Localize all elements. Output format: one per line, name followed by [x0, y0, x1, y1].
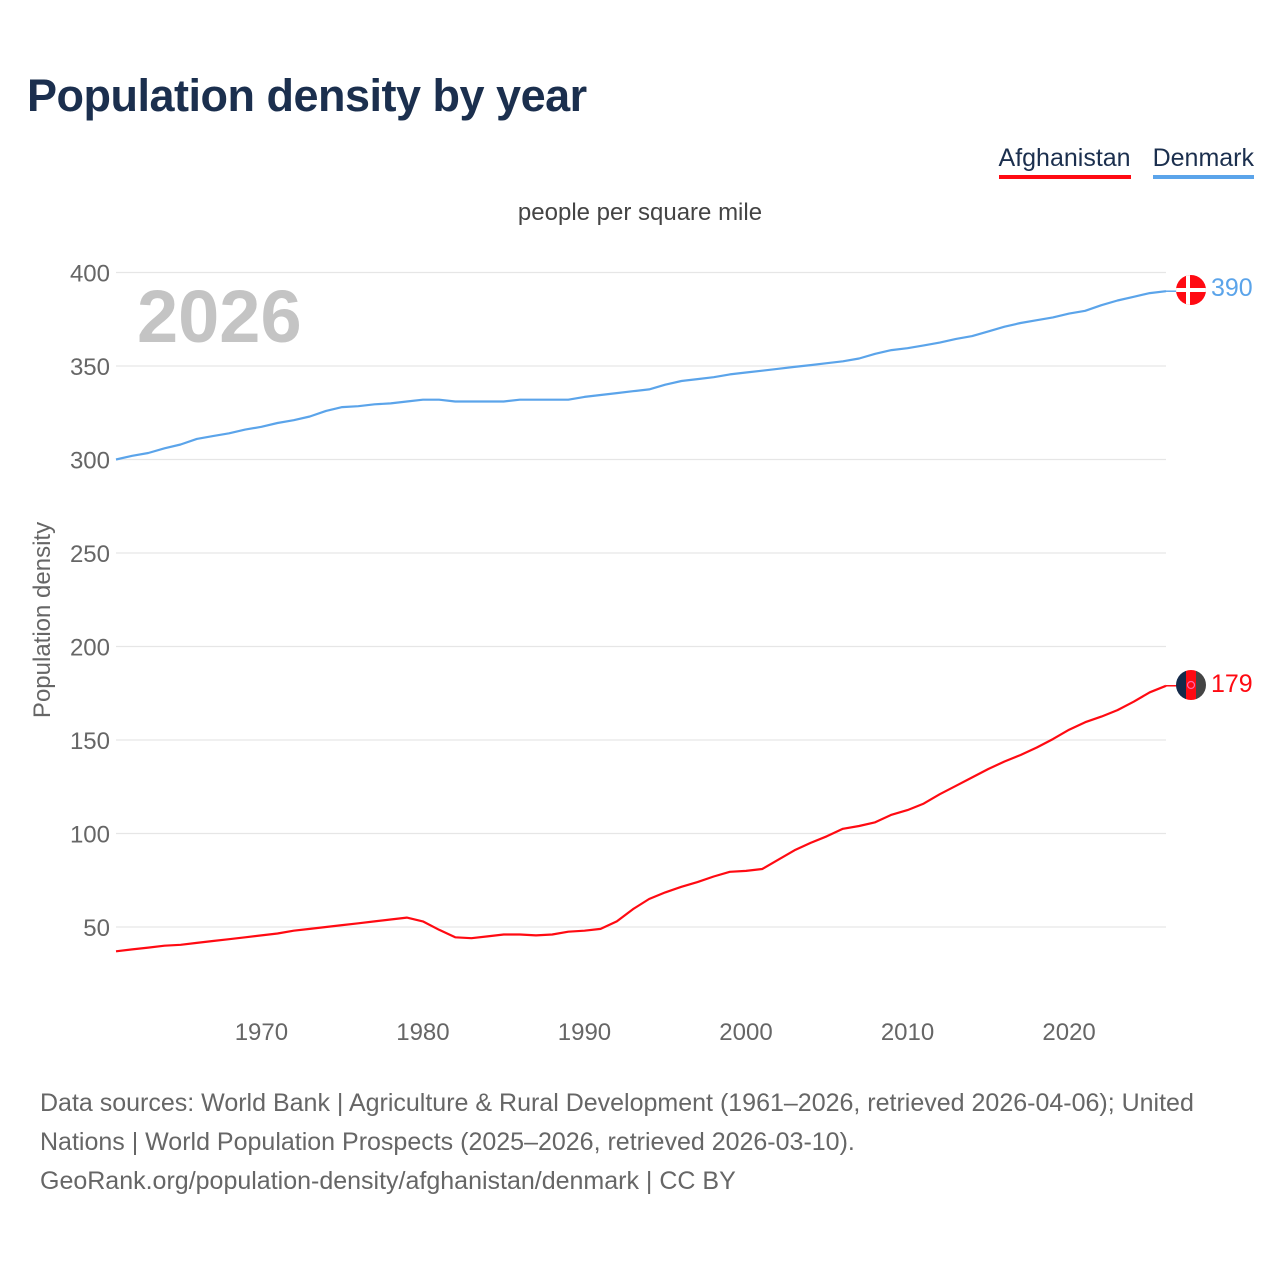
y-tick-label: 200: [70, 635, 110, 662]
legend: Afghanistan Denmark: [998, 144, 1254, 179]
line-chart: people per square mile Population densit…: [29, 199, 1253, 1046]
x-tick-label: 2000: [719, 1019, 772, 1046]
y-axis-ticks: 50 100 150 200 250 300 350 400: [70, 261, 110, 943]
chart-subtitle: people per square mile: [518, 199, 762, 226]
y-tick-label: 350: [70, 354, 110, 381]
legend-item-afghanistan[interactable]: Afghanistan: [998, 144, 1131, 179]
afghanistan-end-value: 179: [1211, 670, 1253, 698]
x-tick-label: 2010: [881, 1019, 934, 1046]
x-tick-label: 1980: [396, 1019, 449, 1046]
y-tick-label: 400: [70, 261, 110, 288]
x-tick-label: 1990: [558, 1019, 611, 1046]
y-tick-label: 100: [70, 822, 110, 849]
series-line-denmark: [115, 290, 1167, 461]
source-link[interactable]: GeoRank.org/population-density/afghanist…: [40, 1167, 736, 1195]
y-tick-label: 250: [70, 541, 110, 568]
y-tick-label: 150: [70, 728, 110, 755]
footer: Data sources: World Bank | Agriculture &…: [40, 1084, 1250, 1201]
data-sources-text: Data sources: World Bank | Agriculture &…: [40, 1089, 1194, 1156]
afghanistan-flag-icon: [1176, 670, 1206, 700]
legend-item-denmark[interactable]: Denmark: [1152, 144, 1254, 179]
year-watermark: 2026: [137, 275, 302, 358]
denmark-end-value: 390: [1211, 274, 1253, 302]
series-lines: [115, 290, 1178, 953]
series-line-afghanistan: [115, 684, 1167, 953]
chart-title: Population density by year: [27, 70, 587, 121]
x-tick-label: 2020: [1042, 1019, 1095, 1046]
y-tick-label: 50: [83, 915, 110, 942]
gridlines: [116, 271, 1166, 928]
y-tick-label: 300: [70, 448, 110, 475]
end-markers: 390 179: [1176, 274, 1253, 700]
y-axis-title: Population density: [29, 522, 56, 718]
x-axis-ticks: 1970 1980 1990 2000 2010 2020: [235, 1019, 1096, 1046]
x-tick-label: 1970: [235, 1019, 288, 1046]
denmark-flag-icon: [1176, 275, 1206, 305]
